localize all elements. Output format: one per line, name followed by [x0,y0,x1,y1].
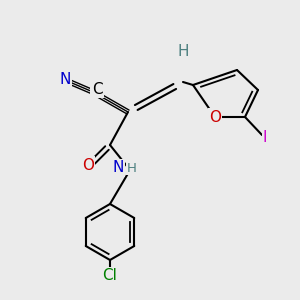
Text: C: C [92,82,102,97]
Text: Cl: Cl [103,268,117,284]
Text: N: N [59,71,71,86]
Text: H: H [127,161,137,175]
Text: O: O [209,110,221,124]
Text: N: N [112,160,124,175]
Text: O: O [82,158,94,172]
Text: H: H [177,44,189,59]
Text: I: I [263,130,267,145]
